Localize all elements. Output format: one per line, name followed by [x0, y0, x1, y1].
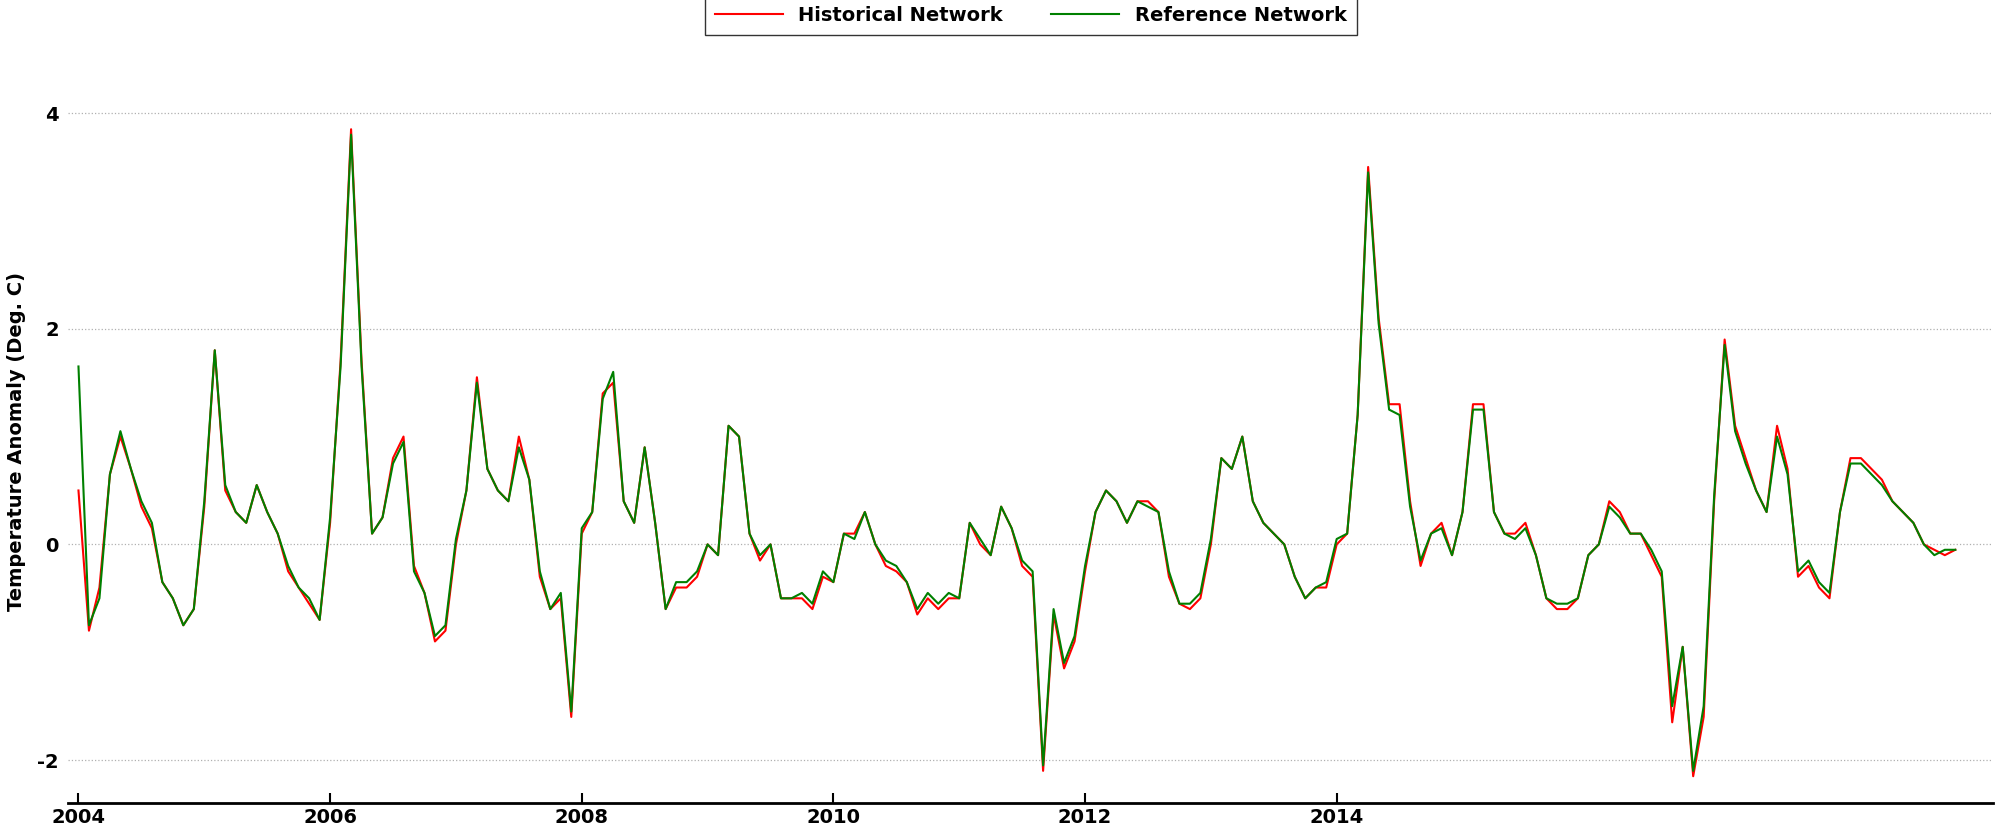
Reference Network — [1682, 766, 1706, 776]
Line: Historical Network: Historical Network — [78, 129, 1956, 776]
Historical Network — [1754, 507, 1778, 517]
Historical Network — [340, 124, 364, 134]
Historical Network — [464, 372, 488, 382]
Reference Network — [1944, 545, 1968, 555]
Historical Network — [1902, 518, 1926, 528]
Reference Network — [340, 129, 364, 139]
Historical Network — [790, 593, 814, 603]
Historical Network — [66, 485, 90, 495]
Line: Reference Network: Reference Network — [78, 134, 1956, 771]
Historical Network — [286, 582, 310, 592]
Reference Network — [66, 361, 90, 371]
Reference Network — [98, 470, 122, 480]
Reference Network — [1754, 507, 1778, 517]
Historical Network — [98, 470, 122, 480]
Historical Network — [1944, 545, 1968, 555]
Legend: Historical Network, Reference Network: Historical Network, Reference Network — [704, 0, 1356, 35]
Reference Network — [464, 378, 488, 388]
Reference Network — [1902, 518, 1926, 528]
Y-axis label: Temperature Anomaly (Deg. C): Temperature Anomaly (Deg. C) — [6, 273, 26, 611]
Reference Network — [790, 588, 814, 598]
Historical Network — [1682, 771, 1706, 781]
Reference Network — [286, 582, 310, 592]
